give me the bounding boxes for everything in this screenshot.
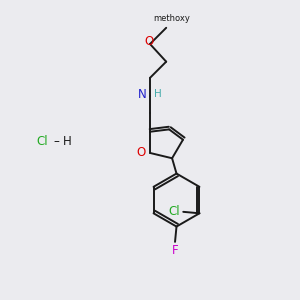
Text: F: F (172, 244, 178, 256)
Text: O: O (136, 146, 145, 159)
Text: H: H (63, 135, 72, 148)
Text: methoxy: methoxy (154, 14, 190, 23)
Text: Cl: Cl (37, 135, 48, 148)
Text: Cl: Cl (169, 205, 180, 218)
Text: O: O (144, 35, 153, 48)
Text: –: – (54, 135, 60, 148)
Text: H: H (154, 89, 162, 99)
Text: N: N (138, 88, 147, 100)
